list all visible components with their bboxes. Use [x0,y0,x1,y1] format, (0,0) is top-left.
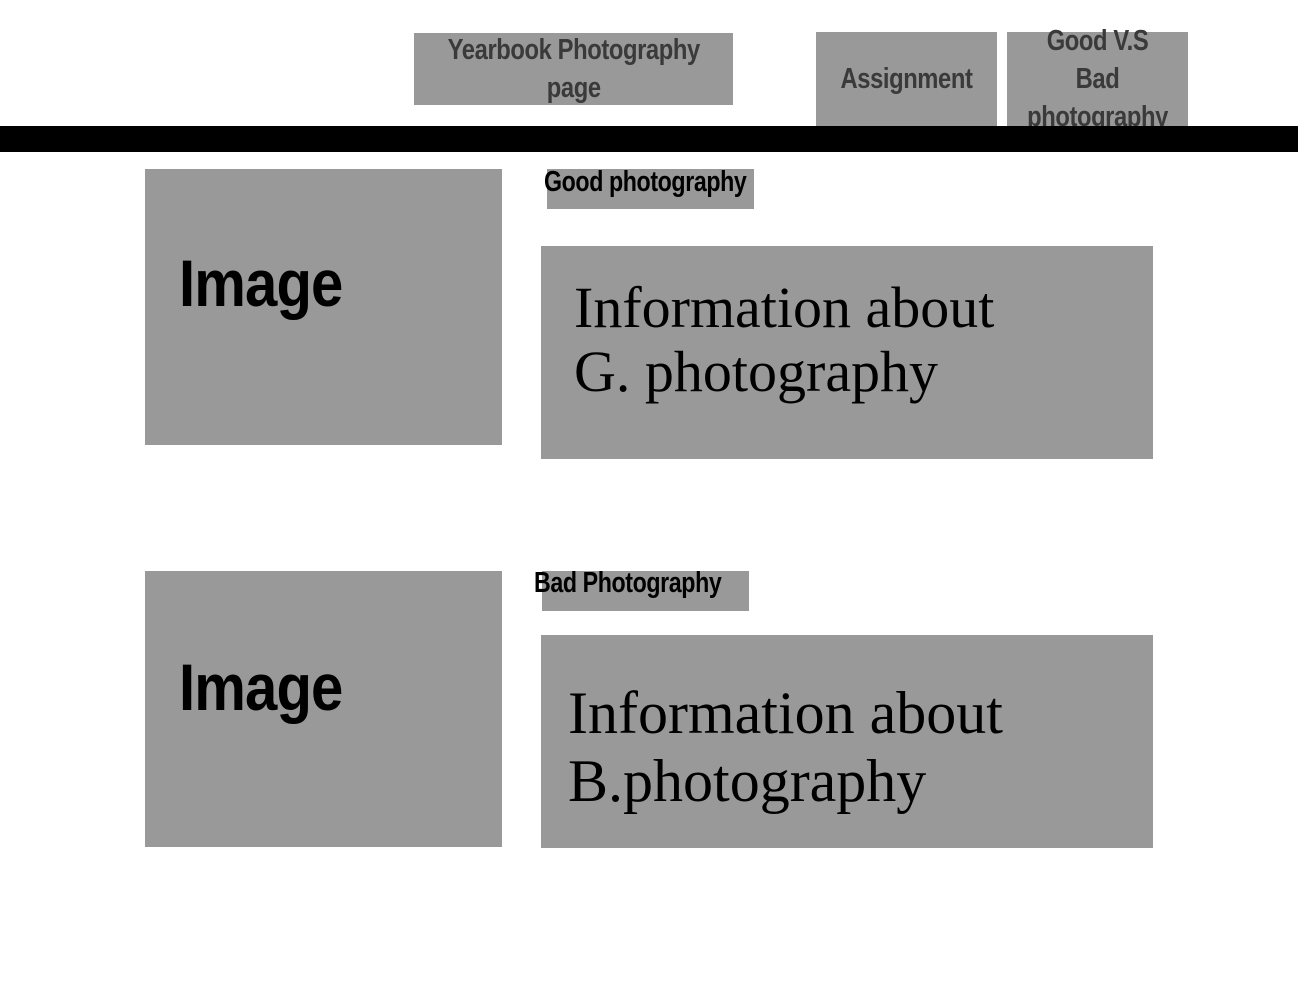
good-photography-image-placeholder: Image [145,169,502,445]
info-line: B.photography [568,748,927,814]
heading-background [547,169,754,209]
info-line: Information about [568,680,1003,746]
nav-yearbook-photography-page-button[interactable]: Yearbook Photography page [414,33,733,105]
nav-good-vs-bad-photography-button[interactable]: Good V.S Bad photography [1007,25,1188,133]
nav-good-vs-bad-photography-label: Good V.S Bad photography [1027,25,1168,133]
good-photography-heading-text: Good photography [544,166,747,198]
nav-assignment-label: Assignment [840,63,973,95]
good-photography-heading: Good photography [544,166,797,209]
bad-photography-heading: Bad Photography [534,567,768,611]
bad-photography-image-placeholder: Image [145,571,502,847]
heading-background [542,571,749,611]
bad-photography-heading-text: Bad Photography [534,567,722,599]
good-photography-info-box: Information about G. photography [541,246,1153,459]
header-divider [0,126,1298,152]
info-line: Information about [574,275,995,340]
image-placeholder-label: Image [179,650,343,724]
nav-assignment-button[interactable]: Assignment [816,32,997,126]
nav-yearbook-photography-page-label: Yearbook Photography page [447,34,700,104]
info-line: G. photography [574,339,939,404]
bad-photography-info-box: Information about B.photography [541,635,1153,848]
image-placeholder-label: Image [179,246,343,320]
